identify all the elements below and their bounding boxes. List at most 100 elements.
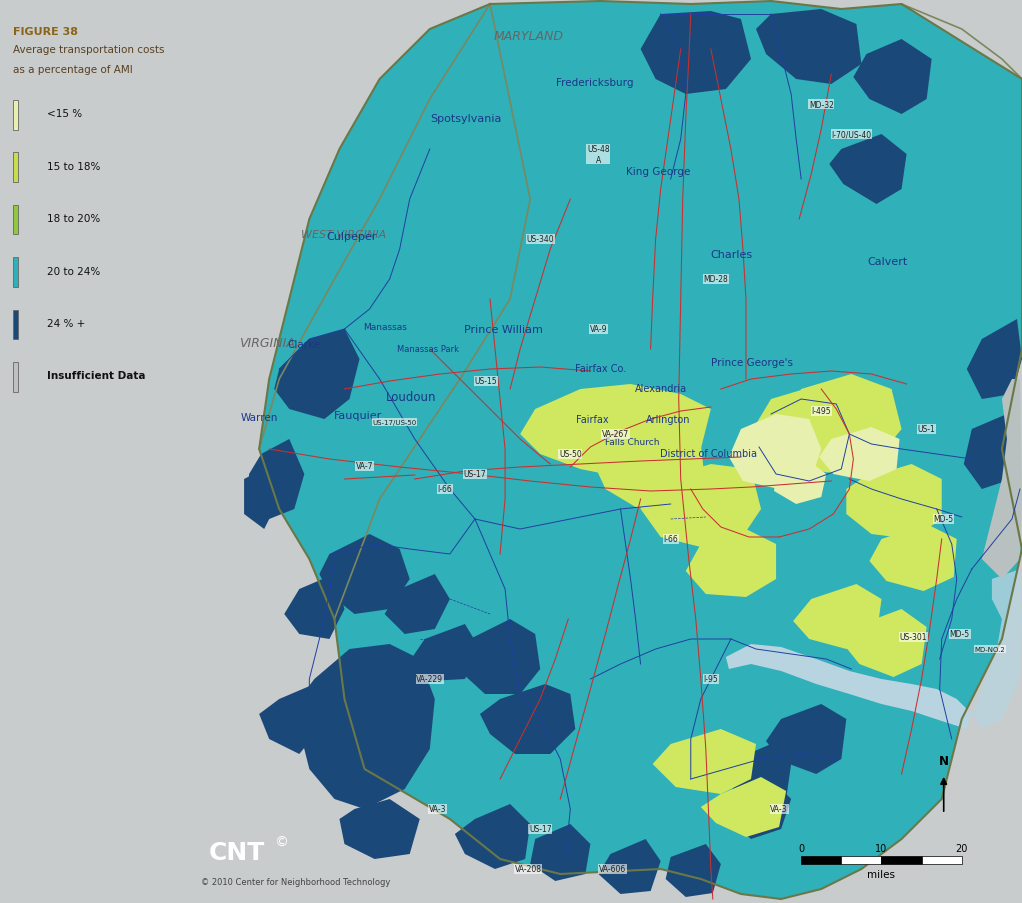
Polygon shape — [793, 584, 881, 649]
Bar — [841, 856, 881, 864]
Polygon shape — [460, 619, 541, 694]
Text: I-70/US-40: I-70/US-40 — [831, 130, 872, 139]
Text: 18 to 20%: 18 to 20% — [47, 214, 100, 224]
Polygon shape — [274, 330, 360, 420]
Text: as a percentage of AMI: as a percentage of AMI — [12, 65, 132, 75]
Text: ©: © — [274, 835, 288, 849]
Text: US-340: US-340 — [526, 236, 554, 244]
Polygon shape — [982, 379, 1022, 580]
Polygon shape — [686, 529, 776, 598]
Polygon shape — [766, 704, 846, 774]
Polygon shape — [829, 135, 907, 205]
Polygon shape — [820, 427, 899, 481]
Polygon shape — [641, 464, 761, 547]
Bar — [12, 153, 17, 182]
Text: District of Columbia: District of Columbia — [660, 448, 757, 459]
Text: MD-NO.2: MD-NO.2 — [975, 647, 1006, 652]
Text: MD-28: MD-28 — [703, 275, 729, 284]
Bar — [881, 856, 922, 864]
Bar — [12, 100, 17, 130]
Text: Warren: Warren — [240, 412, 278, 423]
Text: Fredericksburg: Fredericksburg — [556, 78, 634, 88]
Text: Insufficient Data: Insufficient Data — [47, 371, 145, 381]
Text: Alexandria: Alexandria — [635, 383, 687, 394]
Text: Fairfax Co.: Fairfax Co. — [574, 363, 626, 374]
Polygon shape — [599, 839, 660, 894]
Polygon shape — [665, 844, 721, 897]
Polygon shape — [701, 777, 786, 837]
Text: Average transportation costs: Average transportation costs — [12, 45, 164, 55]
Polygon shape — [410, 624, 480, 681]
Polygon shape — [972, 570, 1022, 730]
Polygon shape — [320, 535, 410, 614]
Text: VA-606: VA-606 — [599, 864, 626, 873]
Polygon shape — [731, 744, 791, 807]
Polygon shape — [299, 644, 434, 809]
Polygon shape — [843, 610, 927, 677]
Text: Manassas: Manassas — [364, 322, 408, 331]
Text: I-95: I-95 — [703, 675, 718, 684]
Text: US-15: US-15 — [474, 377, 498, 386]
Polygon shape — [846, 464, 941, 539]
Text: FIGURE 38: FIGURE 38 — [12, 27, 78, 37]
Bar — [12, 362, 17, 392]
Text: US-17/US-50: US-17/US-50 — [373, 420, 417, 425]
Polygon shape — [480, 684, 575, 754]
Polygon shape — [284, 574, 344, 639]
Polygon shape — [653, 730, 756, 794]
Text: © 2010 Center for Neighborhood Technology: © 2010 Center for Neighborhood Technolog… — [201, 877, 390, 886]
Text: US-50: US-50 — [559, 450, 582, 459]
Text: miles: miles — [868, 869, 895, 879]
Text: VIRGINIA: VIRGINIA — [239, 337, 295, 349]
Text: WEST VIRGINIA: WEST VIRGINIA — [300, 229, 386, 240]
Polygon shape — [247, 440, 305, 519]
Polygon shape — [729, 414, 822, 489]
Polygon shape — [384, 574, 450, 634]
Text: 20 to 24%: 20 to 24% — [47, 266, 100, 276]
Text: I-495: I-495 — [811, 407, 831, 416]
Polygon shape — [260, 684, 320, 754]
Text: Culpeper: Culpeper — [326, 231, 377, 242]
Text: MD-32: MD-32 — [808, 100, 834, 109]
Polygon shape — [729, 779, 791, 839]
Polygon shape — [964, 414, 1020, 489]
Text: VA-208: VA-208 — [515, 864, 542, 873]
Polygon shape — [244, 468, 279, 529]
Text: MD-5: MD-5 — [949, 629, 970, 638]
Text: VA-7: VA-7 — [356, 462, 373, 471]
Text: Prince George's: Prince George's — [711, 358, 793, 368]
Text: Spotsylvania: Spotsylvania — [430, 114, 501, 125]
Text: Calvert: Calvert — [867, 256, 908, 267]
Text: Charles: Charles — [710, 249, 752, 260]
Polygon shape — [774, 460, 826, 505]
Polygon shape — [786, 375, 901, 460]
Text: Fairfax: Fairfax — [575, 414, 608, 425]
Text: US-301: US-301 — [899, 633, 927, 642]
Bar — [12, 258, 17, 287]
Text: MD-5: MD-5 — [934, 515, 954, 524]
Text: I-66: I-66 — [663, 535, 678, 544]
Text: 0: 0 — [798, 843, 804, 853]
Polygon shape — [520, 385, 711, 479]
Bar — [12, 310, 17, 340]
Text: VA-267: VA-267 — [602, 430, 630, 439]
Text: VA-229: VA-229 — [416, 675, 444, 684]
Text: I-66: I-66 — [437, 485, 452, 494]
Text: CNT: CNT — [208, 840, 266, 864]
Text: Manassas Park: Manassas Park — [397, 345, 459, 354]
Polygon shape — [870, 525, 957, 591]
Text: King George: King George — [625, 166, 690, 177]
Polygon shape — [853, 40, 932, 115]
Polygon shape — [596, 434, 706, 509]
Bar — [801, 856, 841, 864]
Polygon shape — [967, 320, 1022, 399]
Text: US-48
A: US-48 A — [587, 145, 610, 164]
Text: VA-3: VA-3 — [771, 805, 788, 814]
Text: Fauquier: Fauquier — [334, 410, 382, 421]
Polygon shape — [339, 799, 420, 859]
Polygon shape — [726, 644, 972, 730]
Text: Prince William: Prince William — [464, 324, 543, 335]
Text: 15 to 18%: 15 to 18% — [47, 162, 100, 172]
Bar — [922, 856, 962, 864]
Text: <15 %: <15 % — [47, 109, 82, 119]
